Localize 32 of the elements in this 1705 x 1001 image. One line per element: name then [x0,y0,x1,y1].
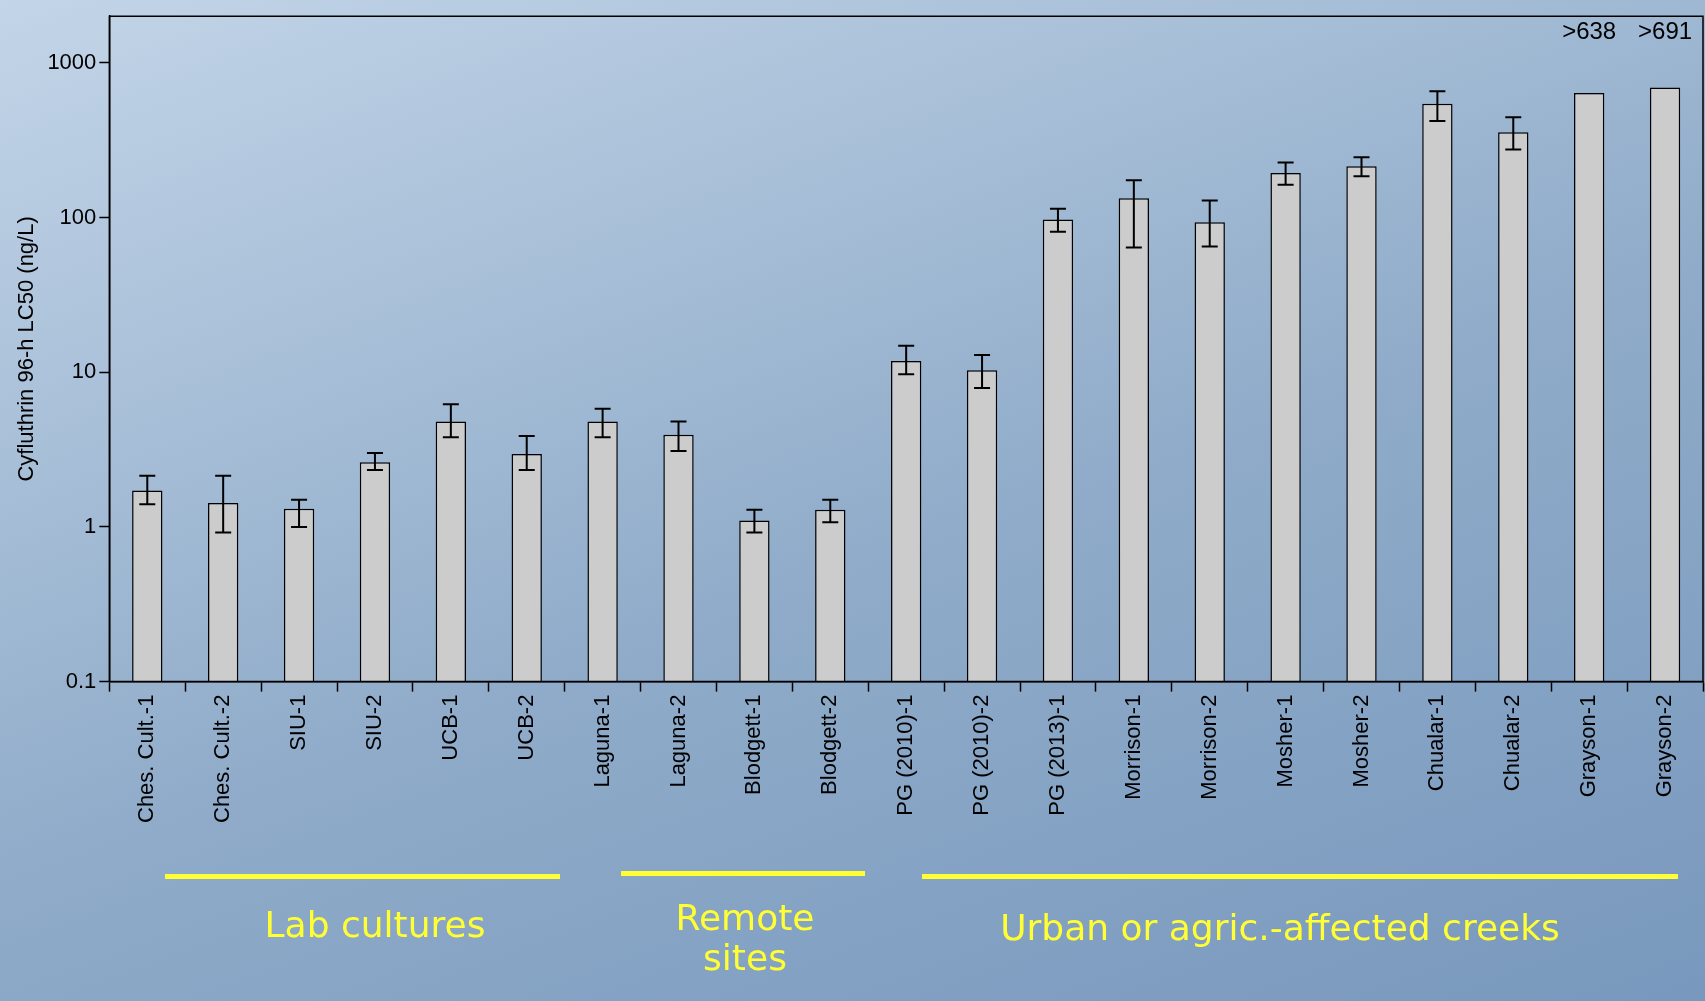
text: Remote sites [674,897,816,978]
x-tick-label: Chualar-1 [1423,694,1449,792]
x-tick-label: PG (2013)-1 [1044,694,1070,816]
data-label: >691 [1638,16,1693,44]
x-tick-label: Ches. Cult.-1 [133,694,159,824]
text: Lab cultures [263,904,487,945]
x-tick-label: Grayson-1 [1575,694,1601,798]
x-tick-label: SIU-2 [361,694,387,751]
y-tick-label: 100 [59,203,97,229]
x-tick-label: Blodgett-1 [740,694,766,795]
text: Urban or agric.-affected creeks [999,907,1561,948]
x-tick-label: Laguna-2 [664,694,690,788]
x-tick-label: Laguna-1 [588,694,614,788]
x-tick-label: UCB-2 [512,694,538,761]
y-tick-label: 0.1 [65,667,97,693]
x-tick-label: Morrison-1 [1119,694,1145,800]
y-tick-label: 1000 [47,48,97,74]
x-tick-label: PG (2010)-1 [892,694,918,816]
y-axis-title: Cyfluthrin 96-h LC50 (ng/L) [13,216,39,482]
x-tick-label: Grayson-2 [1651,694,1677,798]
x-tick-label: Chualar-2 [1499,694,1525,792]
x-tick-label: SIU-1 [285,694,311,751]
x-tick-label: PG (2010)-2 [968,694,994,816]
x-tick-label: Mosher-2 [1347,694,1373,788]
x-tick-label: Mosher-1 [1271,694,1297,788]
data-label: >638 [1562,16,1617,44]
x-tick-label: Blodgett-2 [816,694,842,795]
x-tick-label: UCB-1 [436,694,462,761]
y-tick-label: 10 [71,358,97,384]
y-tick-label: 1 [84,512,97,538]
x-tick-label: Ches. Cult.-2 [209,694,235,824]
x-tick-label: Morrison-2 [1195,694,1221,800]
